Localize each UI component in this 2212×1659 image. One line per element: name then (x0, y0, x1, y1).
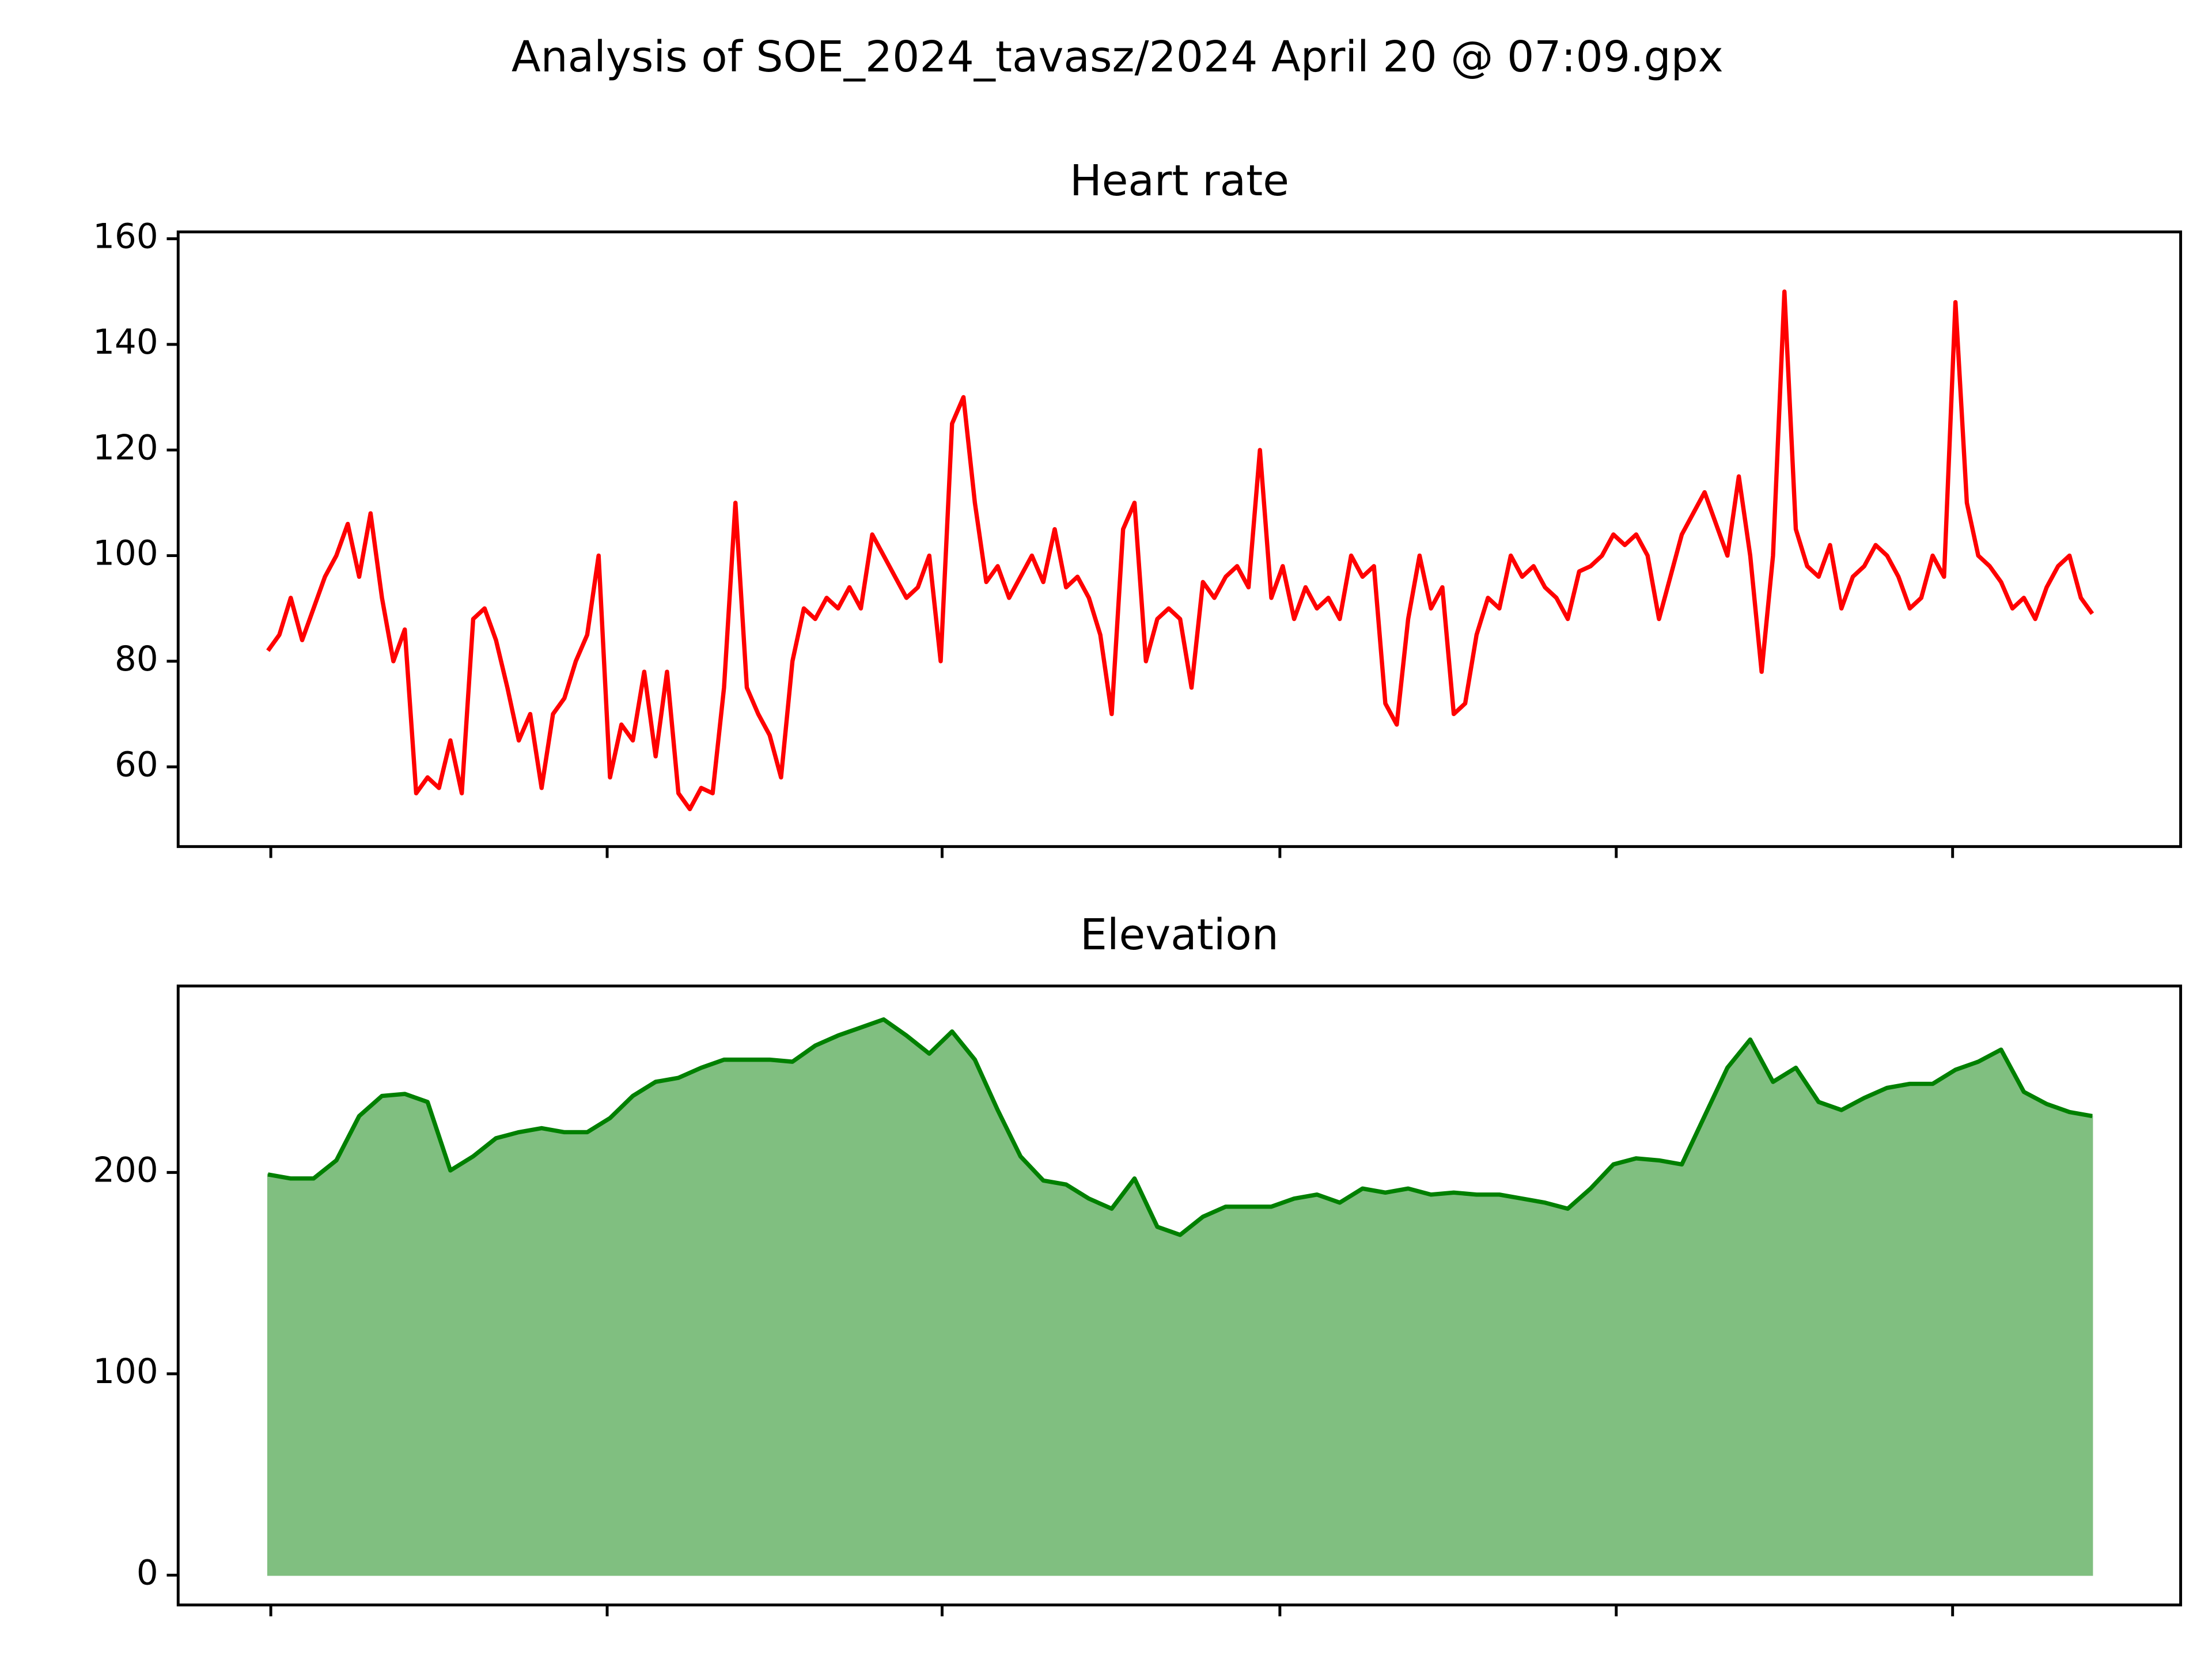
y-tick-label: 140 (93, 322, 158, 362)
y-tick-label: 0 (137, 1553, 158, 1593)
y-tick-label: 120 (93, 427, 158, 467)
y-tick-label: 200 (93, 1150, 158, 1190)
y-tick-label: 100 (93, 533, 158, 573)
y-tick-label: 80 (115, 639, 158, 679)
heart-rate-line (266, 289, 2094, 812)
axes-frame (176, 230, 2183, 849)
y-tick-label: 100 (93, 1351, 158, 1391)
subplot-title: Heart rate (1070, 156, 1289, 206)
elevation-line (267, 1017, 2093, 1237)
axes-frame (176, 984, 2183, 1607)
subplot-title: Elevation (1080, 910, 1279, 960)
figure-title: Analysis of SOE_2024_tavasz/2024 April 2… (512, 32, 1724, 82)
y-tick-label: 60 (115, 744, 158, 784)
y-tick-label: 160 (93, 217, 158, 256)
